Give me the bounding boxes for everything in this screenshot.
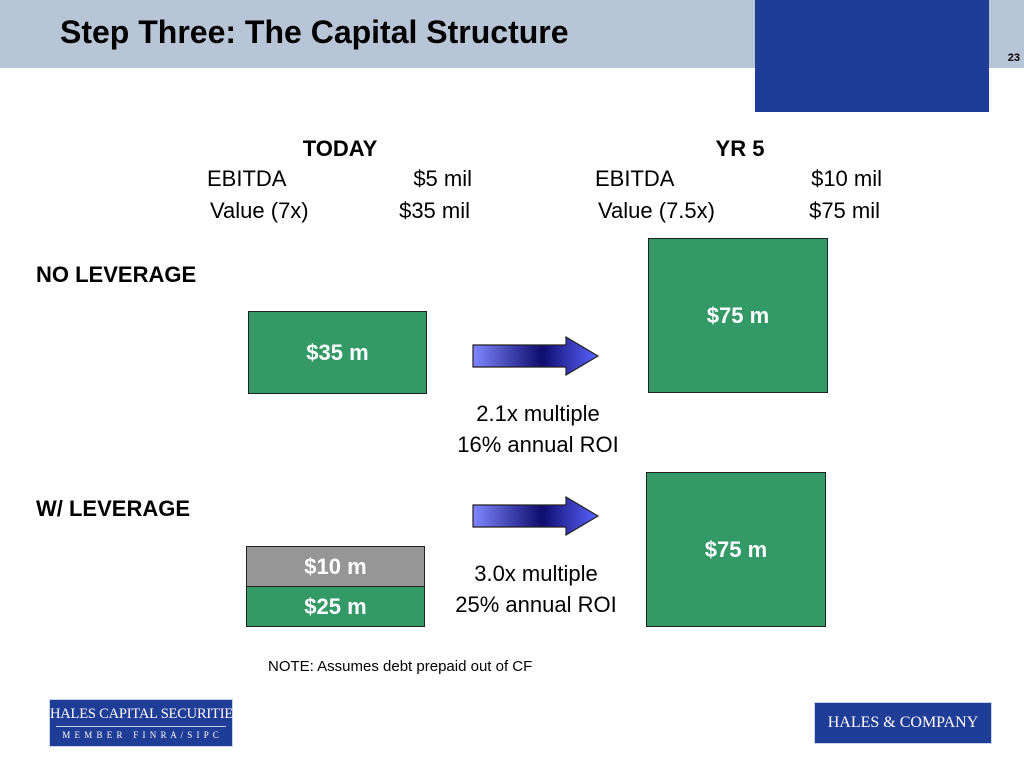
today-value-label: Value (7x) — [210, 198, 309, 223]
logo-left-line2: M E M B E R F I N R A / S I P C — [62, 730, 220, 740]
page-number: 23 — [1007, 52, 1020, 64]
no-leverage-label: NO LEVERAGE — [36, 262, 197, 287]
logo-divider — [56, 726, 226, 727]
no-leverage-arrow-icon — [472, 336, 600, 376]
yr5-with-leverage-box-label: $75 m — [704, 537, 768, 562]
yr5-no-leverage-box: $75 m — [648, 238, 828, 393]
today-ebitda-value: $5 mil — [413, 166, 472, 191]
no-leverage-caption: 2.1x multiple 16% annual ROI — [420, 398, 656, 460]
debt-box-label: $10 m — [304, 553, 367, 579]
today-ebitda-label: EBITDA — [207, 166, 287, 191]
yr5-with-leverage-box: $75 m — [646, 472, 826, 627]
today-equity-box: $35 m — [248, 311, 427, 394]
logo-right-text: HALES & COMPANY — [827, 714, 979, 731]
hales-capital-securities-logo: HALES CAPITAL SECURITIES M E M B E R F I… — [49, 699, 241, 747]
yr5-value-label: Value (7.5x) — [598, 198, 715, 223]
today-value-value: $35 mil — [399, 198, 470, 223]
yr5-value-value: $75 mil — [809, 198, 880, 223]
debt-box: $10 m — [246, 546, 425, 587]
yr5-no-leverage-box-label: $75 m — [706, 303, 770, 328]
yr5-ebitda-value: $10 mil — [811, 166, 882, 191]
equity-box: $25 m — [246, 586, 425, 627]
header-accent-block — [755, 0, 989, 112]
yr5-heading: YR 5 — [715, 136, 765, 161]
equity-box-label: $25 m — [304, 593, 367, 619]
no-leverage-roi: 16% annual ROI — [457, 432, 619, 457]
logo-left-line1: HALES CAPITAL SECURITIES — [50, 706, 241, 722]
hales-and-company-logo: HALES & COMPANY — [814, 702, 992, 744]
today-heading: TODAY — [302, 136, 378, 161]
page-title: Step Three: The Capital Structure — [60, 14, 569, 50]
with-leverage-arrow-icon — [472, 496, 600, 536]
today-equity-box-label: $35 m — [306, 339, 369, 365]
footnote: NOTE: Assumes debt prepaid out of CF — [268, 658, 533, 675]
no-leverage-multiple: 2.1x multiple — [476, 401, 600, 426]
with-leverage-caption: 3.0x multiple 25% annual ROI — [418, 558, 654, 620]
with-leverage-roi: 25% annual ROI — [455, 592, 617, 617]
with-leverage-multiple: 3.0x multiple — [474, 561, 598, 586]
with-leverage-label: W/ LEVERAGE — [36, 496, 191, 521]
yr5-ebitda-label: EBITDA — [595, 166, 675, 191]
